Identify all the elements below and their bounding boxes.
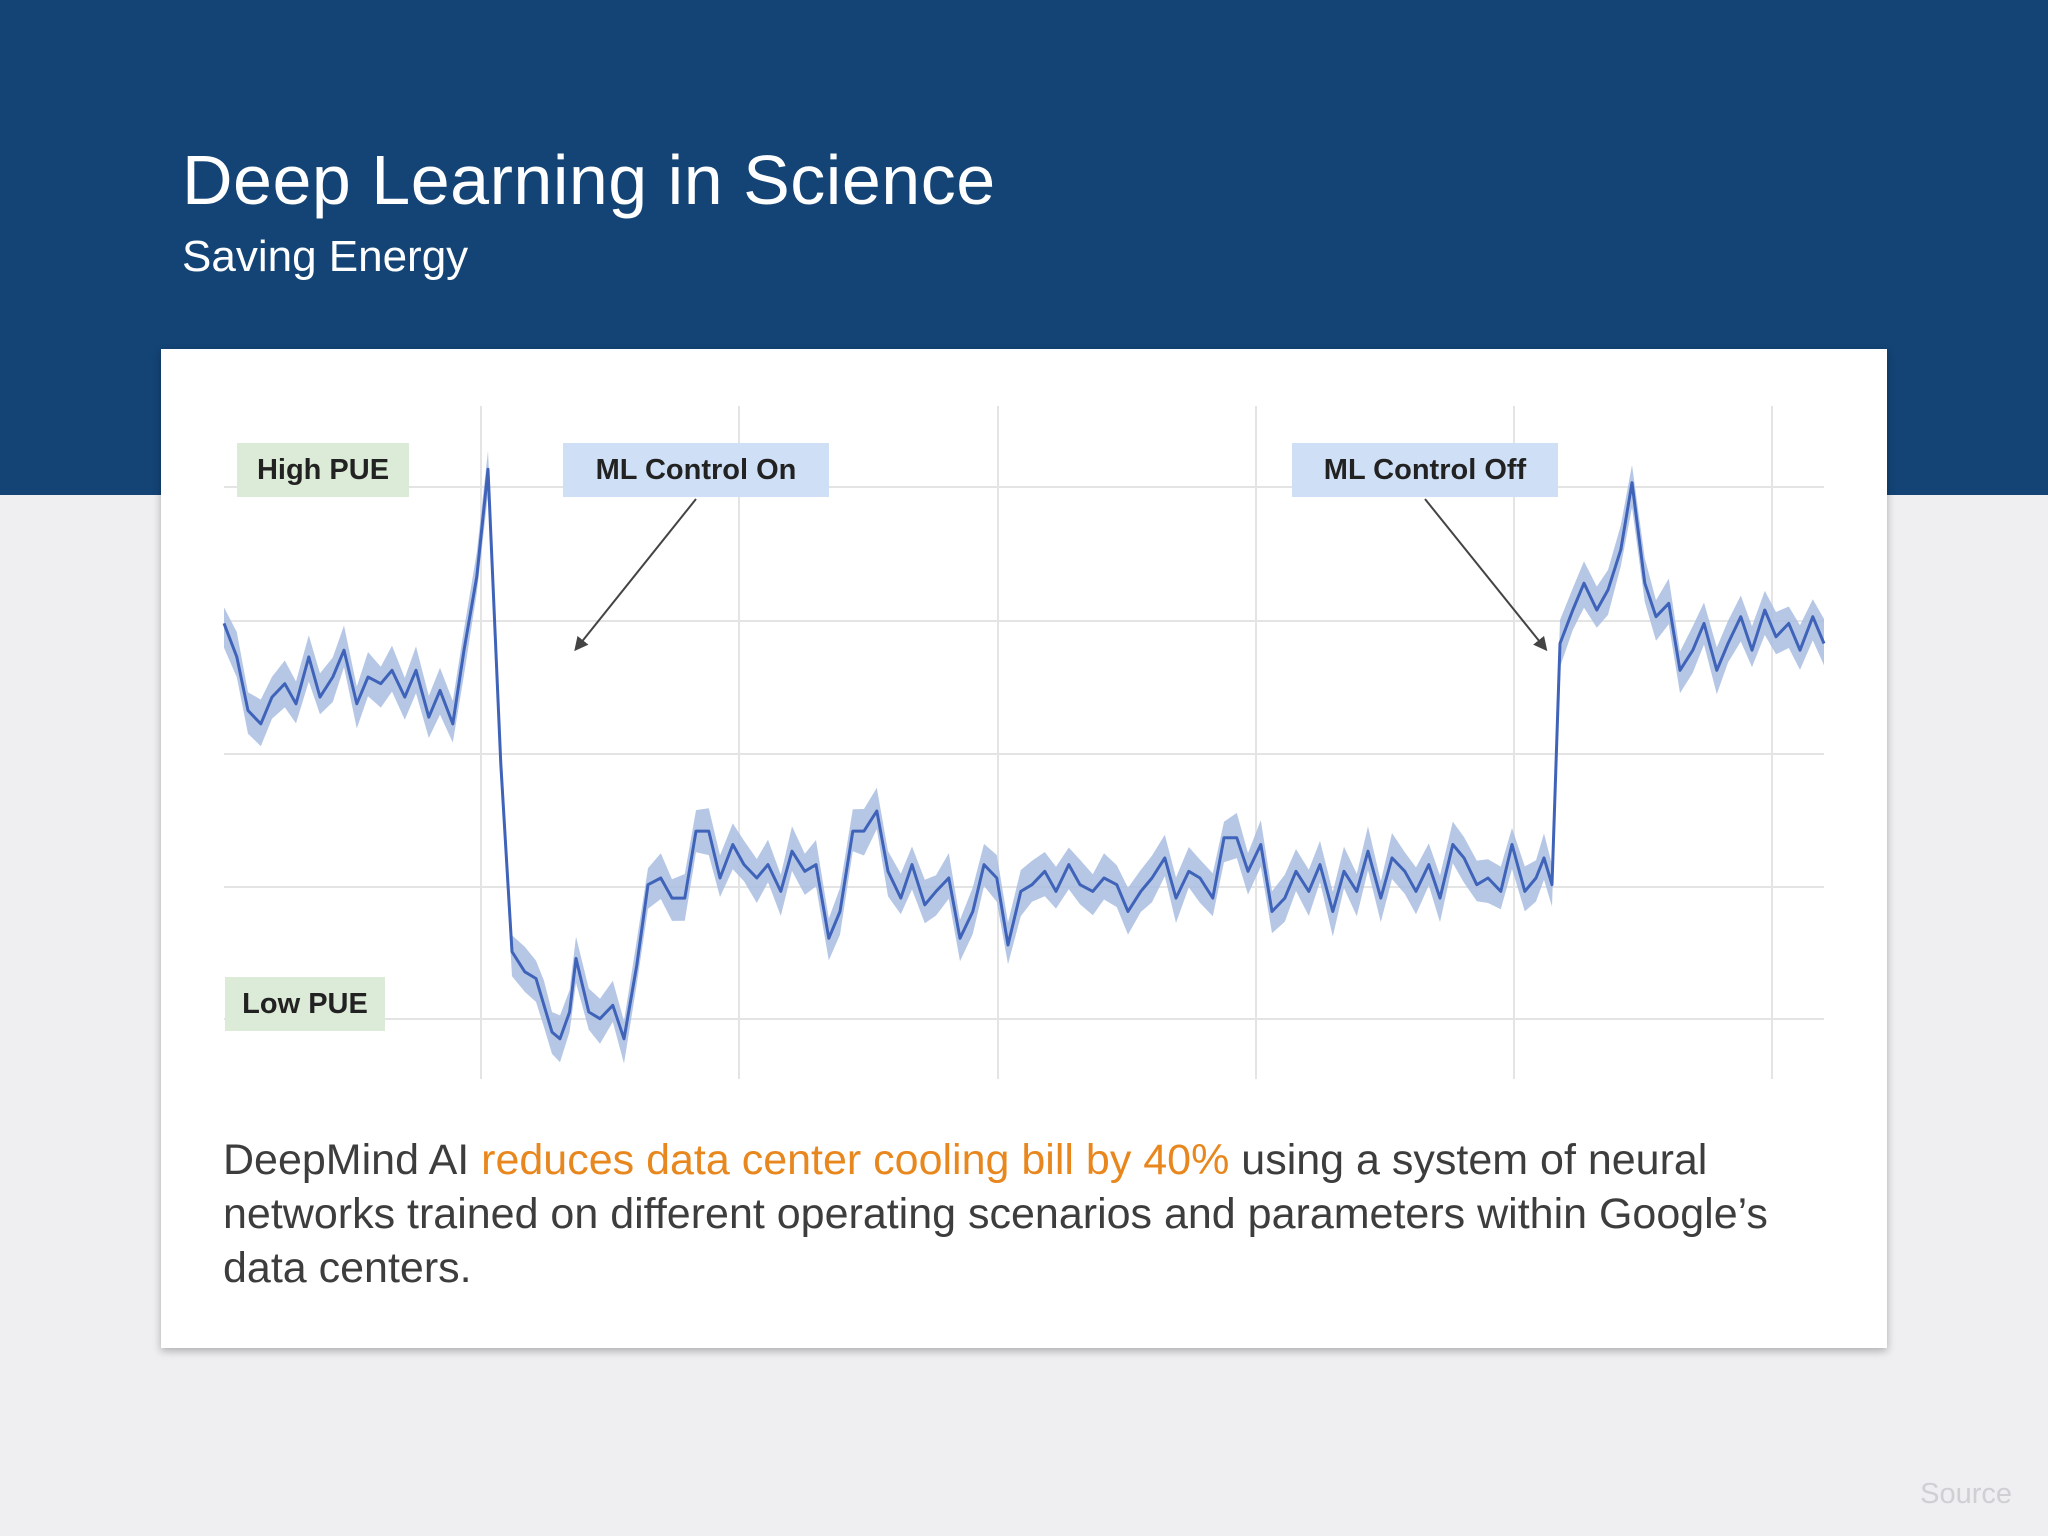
source-link[interactable]: Source bbox=[1920, 1478, 2012, 1510]
content-card: High PUE Low PUE ML Control On ML Contro… bbox=[161, 349, 1887, 1348]
series-line bbox=[222, 467, 1826, 1041]
slide-title: Deep Learning in Science bbox=[182, 141, 996, 219]
ml-control-on-label: ML Control On bbox=[563, 443, 829, 497]
description-suffix: using a system of neural networks traine… bbox=[223, 1136, 1768, 1292]
ml-control-off-label: ML Control Off bbox=[1292, 443, 1558, 497]
high-pue-label: High PUE bbox=[237, 443, 409, 497]
slide-subtitle: Saving Energy bbox=[182, 232, 469, 281]
ml-control-on-arrow bbox=[574, 498, 697, 652]
description-text: DeepMind AI reduces data center cooling … bbox=[223, 1133, 1843, 1295]
description-highlight: reduces data center cooling bill by 40% bbox=[481, 1136, 1230, 1184]
pue-line-chart bbox=[222, 406, 1826, 1079]
description-prefix: DeepMind AI bbox=[223, 1136, 482, 1184]
series-confidence-band bbox=[224, 450, 1824, 1064]
chart-grid bbox=[224, 406, 1824, 1079]
ml-control-off-arrow bbox=[1424, 498, 1548, 652]
low-pue-label: Low PUE bbox=[225, 977, 385, 1031]
annotation-arrows bbox=[574, 498, 1548, 652]
